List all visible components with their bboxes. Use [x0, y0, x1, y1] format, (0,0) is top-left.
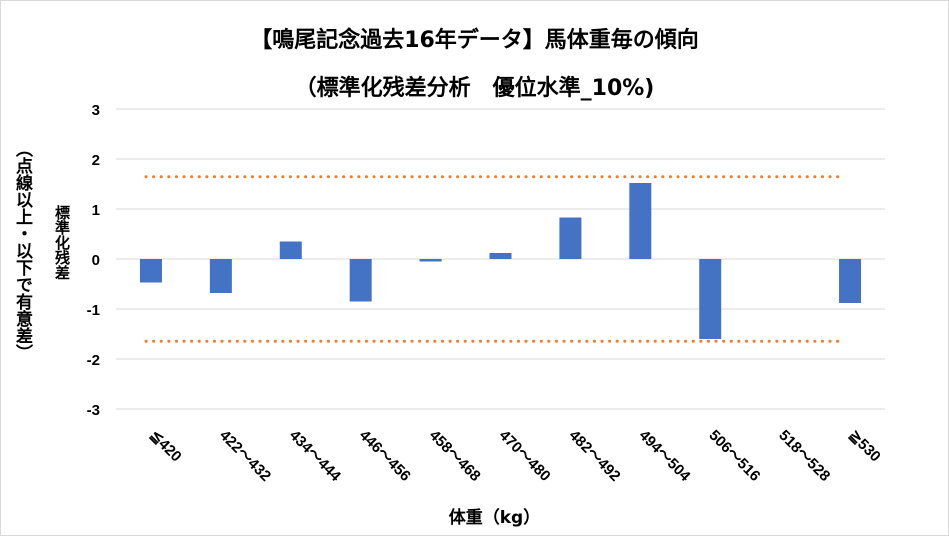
x-axis-title: 体重（kg） [448, 508, 541, 528]
x-tick-label: 434～444 [286, 427, 344, 485]
x-tick-label: 518～528 [775, 427, 833, 485]
bar [699, 259, 722, 339]
y-tick-label: 1 [92, 202, 100, 219]
bar [349, 259, 372, 302]
x-tick-label: 482～492 [566, 427, 624, 485]
bar [419, 259, 442, 262]
y-tick-label: 3 [92, 102, 100, 119]
x-tick-label: ≦420 [146, 427, 185, 466]
bar [489, 253, 512, 259]
chart-title: 【鳴尾記念過去16年データ】馬体重毎の傾向 [250, 28, 699, 53]
y-axis-title: 標準化残差 [53, 205, 71, 280]
x-tick-label: 494～504 [635, 427, 693, 485]
y-tick-label: -2 [87, 352, 100, 369]
y-tick-label: -3 [87, 402, 100, 419]
y-tick-label: 0 [92, 252, 100, 269]
y-axis-note: （点線以上・以下で有意差） [12, 140, 32, 361]
bar [629, 183, 652, 259]
chart-subtitle: （標準化残差分析 優位水準_10%) [294, 76, 655, 101]
bar [839, 259, 862, 303]
x-tick-label: 470～480 [496, 427, 554, 485]
x-tick-label: 446～456 [356, 427, 414, 485]
bar [559, 217, 582, 259]
y-tick-label: 2 [92, 152, 100, 169]
x-tick-label: 458～468 [426, 427, 484, 485]
y-tick-label: -1 [87, 302, 100, 319]
bar [279, 241, 302, 259]
bar [139, 259, 162, 283]
x-tick-label: 506～516 [705, 427, 763, 485]
x-tick-label: ≧530 [845, 427, 884, 466]
x-tick-label: 422～432 [216, 427, 274, 485]
bar [209, 259, 232, 293]
